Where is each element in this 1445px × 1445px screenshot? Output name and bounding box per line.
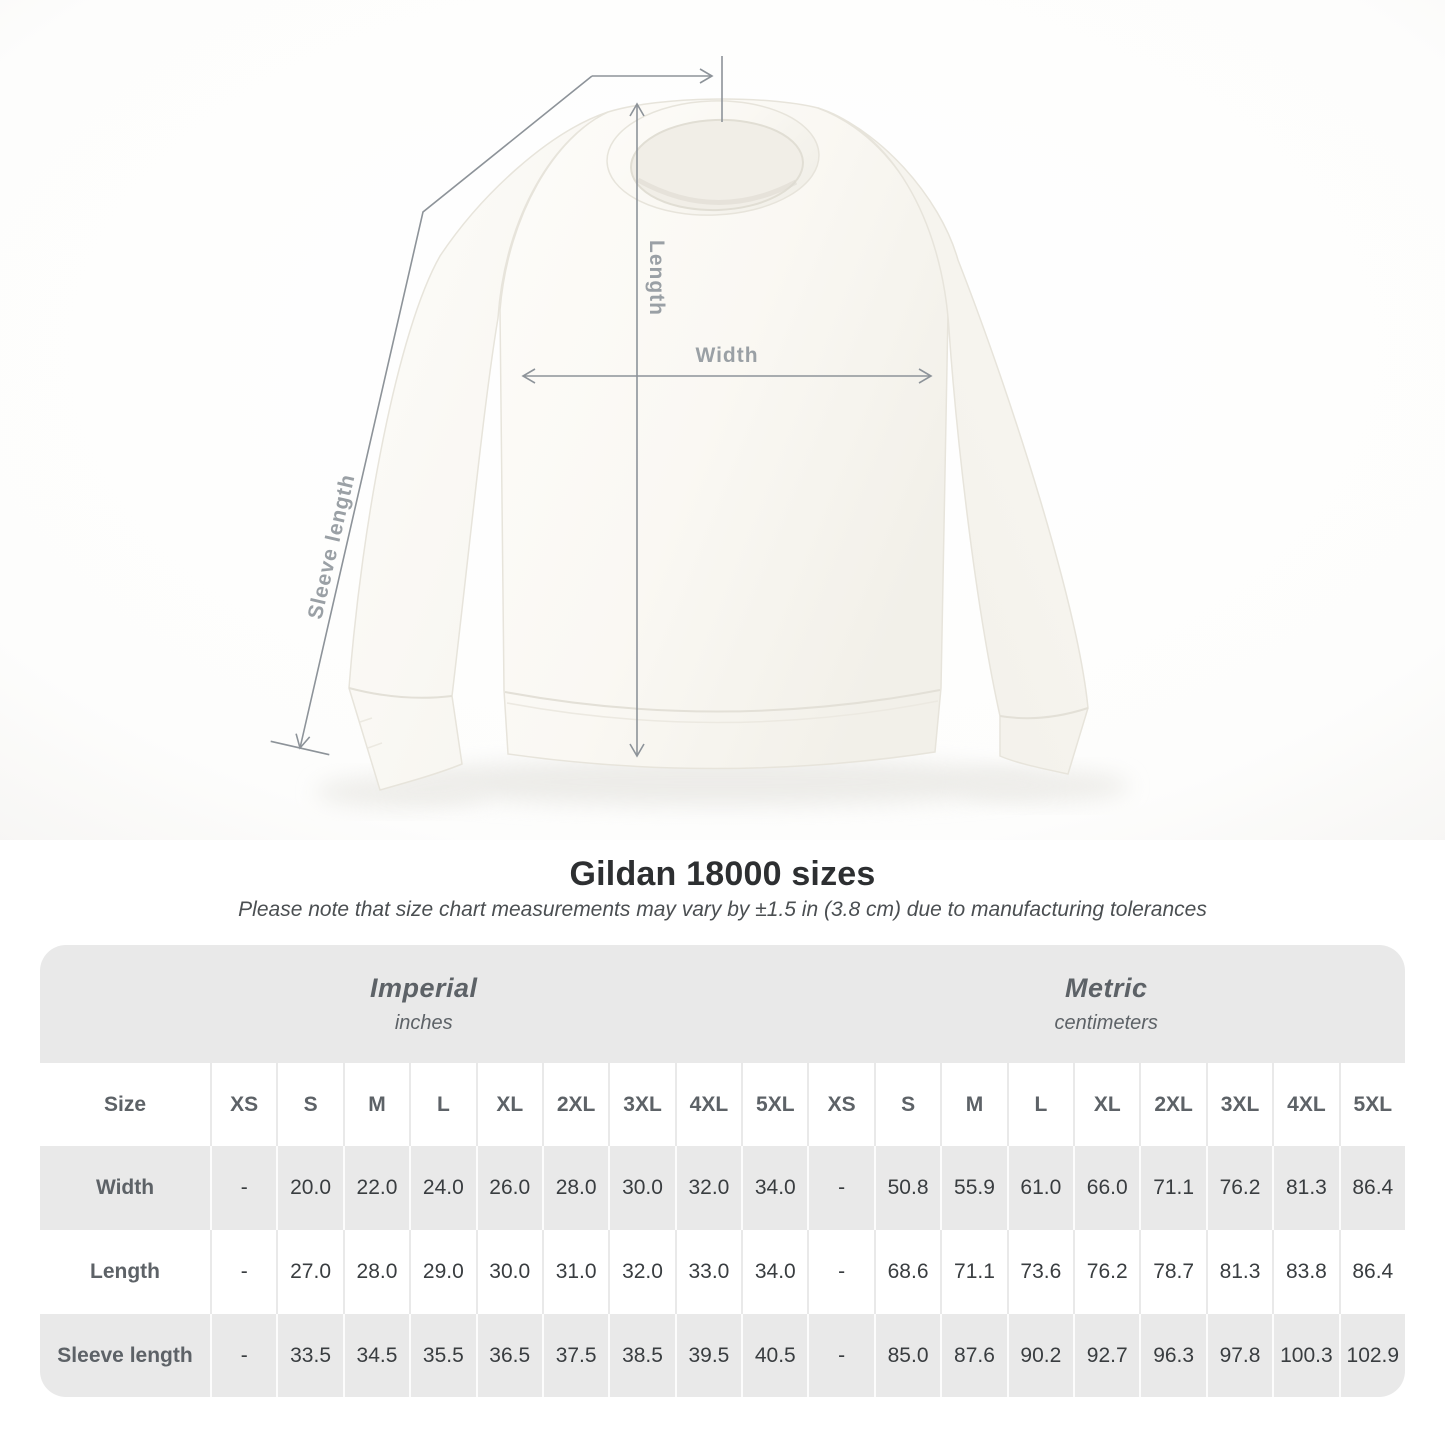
cell-sleeve-length-metric-3xl: 97.8 [1205, 1314, 1273, 1397]
size-col-header: Size [40, 1063, 210, 1146]
cell-length-imperial-xl: 30.0 [475, 1230, 542, 1314]
unit-group-unit: inches [394, 1012, 453, 1034]
measurement-arrows [270, 56, 933, 758]
sweatshirt-illustration: Length Width Sleeve length [0, 0, 1445, 840]
cell-width-imperial-2xl: 28.0 [541, 1146, 609, 1230]
cell-width-imperial-m: 22.0 [342, 1146, 410, 1230]
size-header-imperial-2xl: 2XL [541, 1063, 609, 1146]
cell-width-metric-l: 61.0 [1006, 1146, 1074, 1230]
cell-width-metric-4xl: 81.3 [1272, 1146, 1339, 1230]
size-header-imperial-3xl: 3XL [608, 1063, 675, 1146]
cell-width-imperial-l: 24.0 [409, 1146, 476, 1230]
cell-sleeve-length-metric-5xl: 102.9 [1338, 1314, 1405, 1397]
cell-sleeve-length-metric-m: 87.6 [940, 1314, 1007, 1397]
size-header-metric-3xl: 3XL [1205, 1063, 1273, 1146]
cell-sleeve-length-imperial-m: 34.5 [342, 1314, 410, 1397]
size-header-metric-l: L [1006, 1063, 1074, 1146]
cell-length-imperial-4xl: 33.0 [674, 1230, 741, 1314]
unit-group-title: Imperial [369, 973, 478, 1003]
cell-width-metric-2xl: 71.1 [1139, 1146, 1206, 1230]
cell-sleeve-length-imperial-l: 35.5 [409, 1314, 476, 1397]
size-header-metric-xs: XS [807, 1063, 874, 1146]
cell-width-metric-xs: - [807, 1146, 874, 1230]
size-header-metric-5xl: 5XL [1338, 1063, 1405, 1146]
cell-length-imperial-3xl: 32.0 [608, 1230, 674, 1314]
cell-length-imperial-m: 28.0 [342, 1230, 409, 1314]
length-label: Length [645, 240, 668, 316]
size-header-metric-xl: XL [1073, 1063, 1140, 1146]
sleeve-length-arrow [270, 56, 723, 756]
cell-width-metric-5xl: 86.4 [1338, 1146, 1405, 1230]
size-header-imperial-s: S [276, 1063, 343, 1146]
cell-length-imperial-2xl: 31.0 [541, 1230, 608, 1314]
size-header-imperial-4xl: 4XL [674, 1063, 742, 1146]
row-label-length: Length [90, 1260, 160, 1283]
cell-length-metric-2xl: 78.7 [1139, 1230, 1205, 1314]
cell-sleeve-length-imperial-2xl: 37.5 [541, 1314, 609, 1397]
cell-width-imperial-3xl: 30.0 [608, 1146, 675, 1230]
cell-sleeve-length-metric-xs: - [807, 1314, 874, 1397]
cell-width-imperial-4xl: 32.0 [674, 1146, 742, 1230]
sweatshirt-left-sleeve [348, 111, 609, 791]
cell-length-metric-m: 71.1 [940, 1230, 1006, 1314]
cell-length-metric-xs: - [807, 1230, 873, 1314]
size-chart-table: Imperial inches Metric centimeters Size XS S M L… [40, 945, 1405, 1397]
size-header-imperial-m: M [342, 1063, 410, 1146]
tolerance-note: Please note that size chart measurements… [238, 898, 1207, 921]
unit-group-unit: centimeters [1054, 1012, 1158, 1034]
cell-length-imperial-l: 29.0 [409, 1230, 475, 1314]
size-header-metric-m: M [940, 1063, 1007, 1146]
page-title: Gildan 18000 sizes [569, 855, 876, 893]
unit-group-imperial: Imperial inches [40, 945, 808, 1063]
cell-sleeve-length-imperial-4xl: 39.5 [674, 1314, 742, 1397]
size-header-imperial-xl: XL [475, 1063, 542, 1146]
garment-shadow [315, 758, 1130, 808]
row-label-sleeve-length: Sleeve length [40, 1314, 210, 1397]
cell-width-metric-m: 55.9 [940, 1146, 1007, 1230]
cell-length-metric-s: 68.6 [873, 1230, 940, 1314]
cell-length-imperial-xs: - [210, 1230, 276, 1314]
cell-length-metric-4xl: 83.8 [1272, 1230, 1338, 1314]
length-arrow [629, 102, 645, 758]
cell-length-metric-5xl: 86.4 [1338, 1230, 1405, 1314]
width-arrow [521, 368, 933, 384]
cell-sleeve-length-imperial-3xl: 38.5 [608, 1314, 675, 1397]
size-header-metric-4xl: 4XL [1272, 1063, 1339, 1146]
size-header-imperial-l: L [409, 1063, 476, 1146]
cell-width-imperial-xl: 26.0 [475, 1146, 542, 1230]
size-header-metric-s: S [873, 1063, 941, 1146]
cell-width-imperial-xs: - [210, 1146, 277, 1230]
cell-width-imperial-s: 20.0 [276, 1146, 343, 1230]
cell-length-imperial-5xl: 34.0 [741, 1230, 807, 1314]
width-label: Width [695, 344, 758, 367]
cell-sleeve-length-imperial-5xl: 40.5 [741, 1314, 808, 1397]
row-label-width: Width [40, 1146, 210, 1230]
cell-sleeve-length-metric-l: 90.2 [1006, 1314, 1074, 1397]
cell-sleeve-length-metric-xl: 92.7 [1073, 1314, 1140, 1397]
cell-length-metric-l: 73.6 [1006, 1230, 1073, 1314]
cell-sleeve-length-metric-2xl: 96.3 [1139, 1314, 1206, 1397]
cell-sleeve-length-imperial-s: 33.5 [276, 1314, 343, 1397]
cell-sleeve-length-metric-4xl: 100.3 [1272, 1314, 1339, 1397]
cell-sleeve-length-imperial-xl: 36.5 [475, 1314, 542, 1397]
size-header-metric-2xl: 2XL [1139, 1063, 1206, 1146]
cell-width-metric-3xl: 76.2 [1205, 1146, 1273, 1230]
unit-group-metric: Metric centimeters [807, 945, 1405, 1063]
cell-sleeve-length-metric-s: 85.0 [873, 1314, 941, 1397]
size-header-imperial-xs: XS [210, 1063, 277, 1146]
unit-group-title: Metric [1064, 973, 1148, 1003]
cell-length-metric-xl: 76.2 [1073, 1230, 1139, 1314]
cell-width-metric-xl: 66.0 [1073, 1146, 1140, 1230]
product-measurement-diagram: Length Width Sleeve length [0, 0, 1445, 840]
cell-length-imperial-s: 27.0 [276, 1230, 342, 1314]
cell-width-imperial-5xl: 34.0 [741, 1146, 808, 1230]
sweatshirt-body [499, 98, 949, 770]
cell-sleeve-length-imperial-xs: - [210, 1314, 277, 1397]
size-header-imperial-5xl: 5XL [741, 1063, 808, 1146]
sweatshirt-right-sleeve [817, 107, 1089, 775]
cell-width-metric-s: 50.8 [873, 1146, 941, 1230]
cell-length-metric-3xl: 81.3 [1205, 1230, 1272, 1314]
sweatshirt-collar [606, 100, 820, 216]
